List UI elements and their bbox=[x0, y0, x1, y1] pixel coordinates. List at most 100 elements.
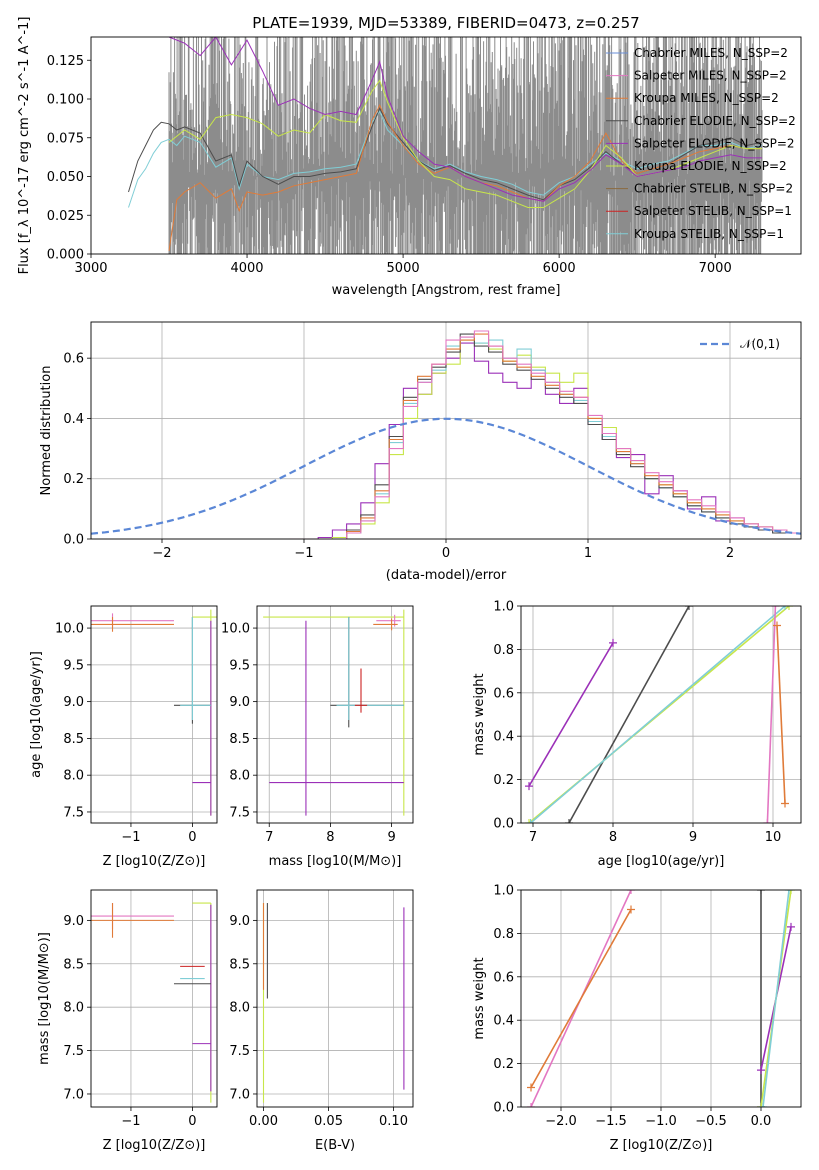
x-tick-label: 2 bbox=[726, 546, 734, 561]
x-tick-label: 8 bbox=[326, 830, 334, 845]
y-tick-label: 0.025 bbox=[47, 209, 84, 224]
axes-frame bbox=[256, 605, 414, 824]
legend-entry: Chabrier STELIB, N_SSP=2 bbox=[634, 182, 793, 196]
normal-curve bbox=[91, 417, 801, 535]
y-axis-label: mass weight bbox=[472, 957, 487, 1039]
legend-entry: Salpeter MILES, N_SSP=2 bbox=[634, 69, 787, 83]
weight-plot bbox=[527, 890, 795, 1107]
y-tick-label: 10.0 bbox=[55, 622, 84, 637]
y-tick-label: 7.5 bbox=[229, 1044, 250, 1059]
weight-marker bbox=[685, 606, 693, 610]
x-axis-label: Z [log10(Z/Z⊙)] bbox=[610, 1138, 713, 1153]
model-spectrum bbox=[168, 104, 762, 251]
weight-marker bbox=[787, 922, 795, 931]
legend-entry: Chabrier ELODIE, N_SSP=2 bbox=[634, 114, 796, 128]
weight-marker bbox=[527, 1083, 535, 1092]
y-tick-label: 0.6 bbox=[493, 686, 514, 701]
y-tick-label: 7.5 bbox=[229, 805, 250, 820]
x-axis-label: wavelength [Angstrom, rest frame] bbox=[332, 283, 561, 298]
panel-mass-vs-ebv bbox=[253, 890, 413, 1111]
errorbar-plot bbox=[91, 609, 217, 816]
y-tick-label: 0.075 bbox=[47, 131, 84, 146]
histogram-plot bbox=[91, 330, 801, 539]
axes-frame bbox=[520, 889, 802, 1108]
weight-marker bbox=[785, 606, 793, 610]
weight-marker bbox=[785, 890, 793, 894]
x-tick-label: −2 bbox=[152, 546, 171, 561]
weight-marker bbox=[527, 1103, 535, 1107]
weight-marker bbox=[565, 819, 573, 823]
x-tick-label: −2.0 bbox=[545, 1114, 577, 1129]
legend-entry: Chabrier MILES, N_SSP=2 bbox=[634, 46, 788, 60]
x-axis-label: Z [log10(Z/Z⊙)] bbox=[103, 1138, 206, 1153]
y-axis-label: mass weight bbox=[472, 673, 487, 755]
y-tick-label: 0.0 bbox=[63, 533, 84, 548]
y-tick-label: 8.0 bbox=[229, 1001, 250, 1016]
histogram-steps bbox=[289, 333, 801, 539]
x-tick-label: −1 bbox=[121, 1114, 140, 1129]
y-tick-label: 7.0 bbox=[63, 1087, 84, 1102]
y-tick-label: 1.0 bbox=[493, 600, 514, 615]
weight-line bbox=[528, 642, 614, 787]
axes-frame bbox=[520, 605, 802, 824]
x-tick-label: 0.10 bbox=[379, 1114, 408, 1129]
y-tick-label: 0.2 bbox=[63, 472, 84, 487]
y-tick-label: 9.0 bbox=[229, 914, 250, 929]
x-tick-label: 0.05 bbox=[314, 1114, 343, 1129]
y-tick-label: 7.5 bbox=[63, 1044, 84, 1059]
panel-mass-weight-vs-Z bbox=[517, 889, 801, 1111]
y-tick-label: 0.0 bbox=[493, 1101, 514, 1116]
x-tick-label: −1 bbox=[294, 546, 313, 561]
model-spectrum bbox=[168, 37, 762, 202]
x-tick-label: 3000 bbox=[74, 261, 107, 276]
axes-frame bbox=[90, 889, 218, 1108]
legend bbox=[606, 52, 628, 235]
y-tick-label: 0.6 bbox=[493, 970, 514, 985]
spectrum-plot bbox=[128, 37, 763, 254]
y-tick-label: 1.0 bbox=[493, 884, 514, 899]
y-tick-label: 0.4 bbox=[493, 1014, 514, 1029]
weight-marker bbox=[771, 606, 780, 610]
weight-marker bbox=[773, 621, 781, 630]
x-axis-label: age [log10(age/yr)] bbox=[598, 854, 725, 869]
y-tick-label: 0.8 bbox=[493, 643, 514, 658]
y-axis-label: mass [log10(M/M⊙)] bbox=[37, 932, 52, 1065]
panel-mass-weight-vs-age bbox=[517, 605, 801, 827]
y-tick-label: 8.0 bbox=[63, 1001, 84, 1016]
x-tick-label: 0 bbox=[188, 830, 196, 845]
histogram-steps bbox=[289, 330, 801, 539]
legend-entry: Salpeter STELIB, N_SSP=1 bbox=[634, 204, 792, 218]
y-tick-label: 0.0 bbox=[493, 817, 514, 832]
weight-marker bbox=[627, 890, 635, 894]
weight-marker bbox=[757, 1103, 765, 1107]
y-tick-label: 0.8 bbox=[493, 927, 514, 942]
weight-marker bbox=[757, 890, 765, 894]
y-tick-label: 8.5 bbox=[229, 957, 250, 972]
panel-mass-vs-Z bbox=[87, 890, 217, 1111]
y-tick-label: 9.5 bbox=[229, 658, 250, 673]
panel-age-vs-mass bbox=[253, 606, 413, 827]
y-tick-label: 0.4 bbox=[493, 730, 514, 745]
weight-marker bbox=[627, 905, 635, 914]
weight-marker bbox=[759, 1103, 767, 1107]
x-tick-label: 1 bbox=[584, 546, 592, 561]
x-tick-label: 9 bbox=[689, 830, 697, 845]
x-axis-label: (data-model)/error bbox=[386, 568, 507, 583]
weight-marker bbox=[787, 890, 795, 894]
weight-marker bbox=[781, 606, 789, 610]
weight-line bbox=[530, 909, 632, 1088]
x-tick-label: 0.0 bbox=[751, 1114, 772, 1129]
errorbar-plot bbox=[263, 609, 405, 816]
y-tick-label: 0.050 bbox=[47, 170, 84, 185]
weight-marker bbox=[609, 638, 617, 647]
legend-entry: Kroupa STELIB, N_SSP=1 bbox=[634, 227, 784, 241]
y-tick-label: 0.4 bbox=[63, 412, 84, 427]
y-axis-label: age [log10(age/yr)] bbox=[29, 651, 44, 778]
y-tick-label: 8.5 bbox=[63, 957, 84, 972]
legend-entry: 𝒩(0,1) bbox=[740, 337, 780, 351]
y-tick-label: 0.125 bbox=[47, 54, 84, 69]
axes-frame bbox=[90, 605, 218, 824]
y-tick-label: 7.0 bbox=[229, 1087, 250, 1102]
y-axis-label: Normed distribution bbox=[39, 366, 54, 496]
panel-spectrum bbox=[87, 59, 716, 258]
